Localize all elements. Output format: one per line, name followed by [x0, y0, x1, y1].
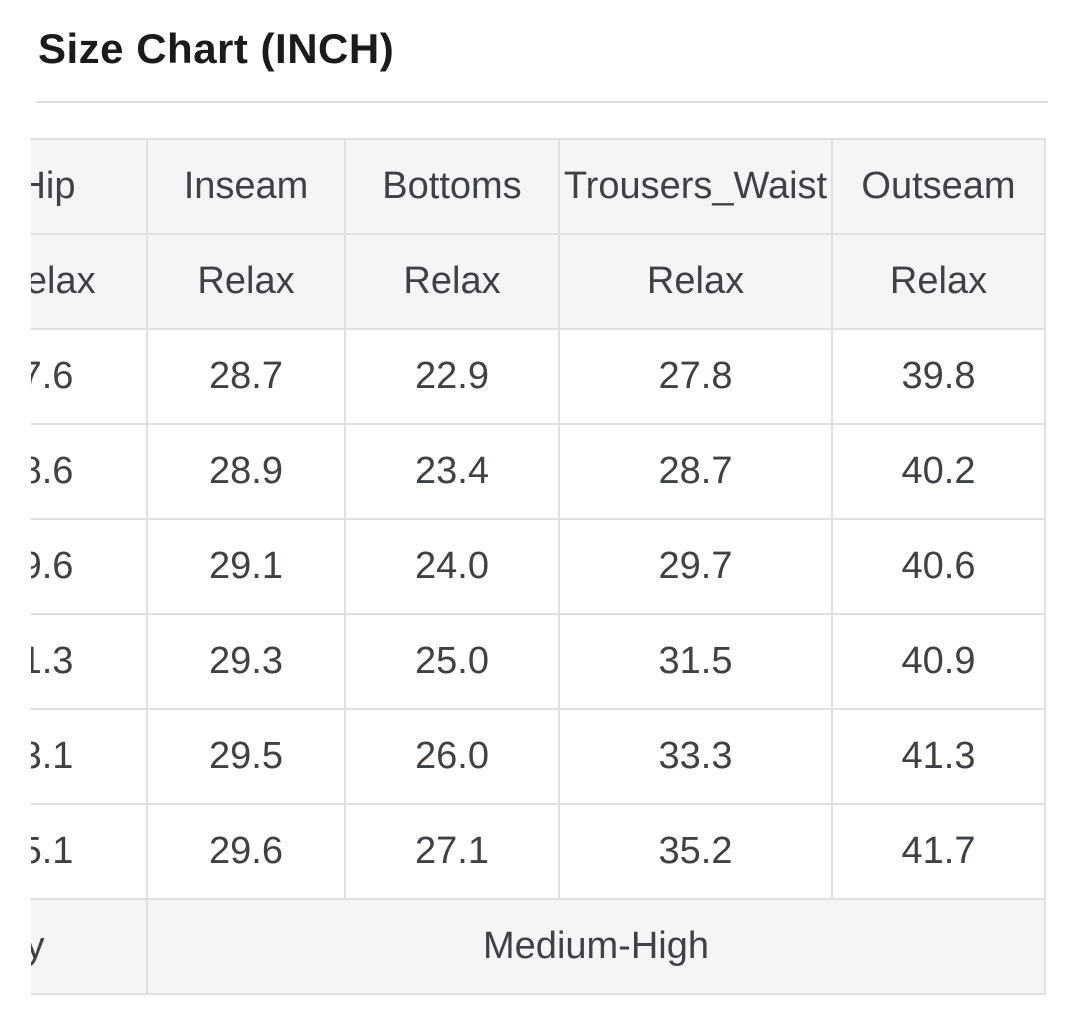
data-cell-hip: 5.1: [31, 803, 148, 901]
data-cell-outseam: 40.9: [831, 613, 1046, 711]
data-cell-inseam: 28.9: [146, 423, 346, 521]
fit-cell-trousers-waist: Relax: [558, 233, 833, 331]
data-cell-outseam: 41.7: [831, 803, 1046, 901]
data-cell-bottoms: 23.4: [344, 423, 560, 521]
title-divider: [36, 101, 1048, 104]
fit-cell-hip: Relax: [31, 233, 148, 331]
fit-cell-bottoms: Relax: [344, 233, 560, 331]
data-cell-bottoms: 25.0: [344, 613, 560, 711]
data-cell-outseam: 40.6: [831, 518, 1046, 616]
size-chart-table: Hip Inseam Bottoms Trousers_Waist Outsea…: [31, 138, 1046, 996]
data-cell-trousers-waist: 29.7: [558, 518, 833, 616]
table-row: 3.1 29.5 26.0 33.3 41.3: [31, 708, 1046, 806]
footer-label: Elasticity: [31, 898, 148, 996]
table-row: 9.6 29.1 24.0 29.7 40.6: [31, 518, 1046, 616]
table-row: 5.1 29.6 27.1 35.2 41.7: [31, 803, 1046, 901]
data-cell-outseam: 39.8: [831, 328, 1046, 426]
data-cell-trousers-waist: 27.8: [558, 328, 833, 426]
table-row: 1.3 29.3 25.0 31.5 40.9: [31, 613, 1046, 711]
data-cell-inseam: 29.6: [146, 803, 346, 901]
size-chart-page: Size Chart (INCH) Hip Inseam Bottoms Tro…: [0, 25, 1080, 1020]
footer-row: Elasticity Medium-High: [31, 898, 1046, 996]
data-cell-hip: 3.1: [31, 708, 148, 806]
data-cell-trousers-waist: 33.3: [558, 708, 833, 806]
data-cell-bottoms: 26.0: [344, 708, 560, 806]
size-table-scroll-region[interactable]: Hip Inseam Bottoms Trousers_Waist Outsea…: [31, 138, 1048, 996]
data-cell-inseam: 29.1: [146, 518, 346, 616]
data-cell-trousers-waist: 35.2: [558, 803, 833, 901]
fit-cell-inseam: Relax: [146, 233, 346, 331]
data-cell-inseam: 28.7: [146, 328, 346, 426]
data-cell-hip: 8.6: [31, 423, 148, 521]
data-cell-bottoms: 27.1: [344, 803, 560, 901]
column-header-outseam: Outseam: [831, 138, 1046, 236]
column-header-bottoms: Bottoms: [344, 138, 560, 236]
column-header-hip: Hip: [31, 138, 148, 236]
column-header-trousers-waist: Trousers_Waist: [558, 138, 833, 236]
fit-row: Relax Relax Relax Relax Relax: [31, 233, 1046, 331]
data-cell-outseam: 41.3: [831, 708, 1046, 806]
data-cell-trousers-waist: 28.7: [558, 423, 833, 521]
data-cell-bottoms: 22.9: [344, 328, 560, 426]
data-cell-hip: 7.6: [31, 328, 148, 426]
data-cell-outseam: 40.2: [831, 423, 1046, 521]
table-row: 7.6 28.7 22.9 27.8 39.8: [31, 328, 1046, 426]
column-header-inseam: Inseam: [146, 138, 346, 236]
table-row: 8.6 28.9 23.4 28.7 40.2: [31, 423, 1046, 521]
data-cell-hip: 9.6: [31, 518, 148, 616]
header-row: Hip Inseam Bottoms Trousers_Waist Outsea…: [31, 138, 1046, 236]
footer-value: Medium-High: [146, 898, 1046, 996]
data-cell-trousers-waist: 31.5: [558, 613, 833, 711]
fit-cell-outseam: Relax: [831, 233, 1046, 331]
page-title: Size Chart (INCH): [38, 25, 395, 72]
data-cell-inseam: 29.5: [146, 708, 346, 806]
data-cell-bottoms: 24.0: [344, 518, 560, 616]
data-cell-inseam: 29.3: [146, 613, 346, 711]
data-cell-hip: 1.3: [31, 613, 148, 711]
